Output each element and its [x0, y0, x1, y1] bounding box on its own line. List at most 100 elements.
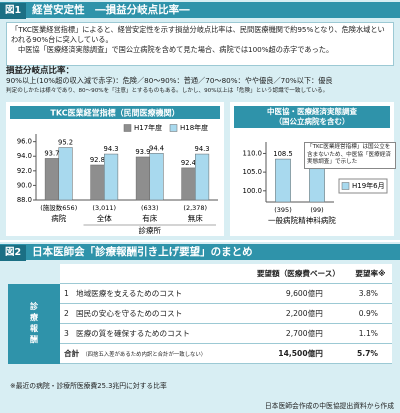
category-note: (施設数656) [40, 203, 77, 212]
amount-cell: 2,200億円 [248, 303, 349, 324]
category-note: (99) [310, 206, 323, 214]
bar [135, 156, 151, 201]
item-number: 3 [64, 329, 69, 338]
item-number: 2 [64, 309, 69, 318]
item-name: 地域医療を支えるためのコスト [76, 289, 183, 298]
legend-label: H17年度 [134, 123, 162, 132]
legend-label: H18年度 [180, 123, 208, 132]
chart-annotation: 「TKC医業経営指標」は国公立を含まないため、中医協「医療経済実態調査」で示した [304, 142, 396, 169]
legend-swatch [123, 124, 132, 132]
data-label: 94.4 [149, 144, 164, 152]
item-name: 国民の安心を守るためのコスト [76, 309, 183, 318]
total-row: 合計 （四捨五入差があるため内訳と合計が一致しない） 14,500億円 5.7% [8, 343, 392, 364]
legend-swatch [341, 182, 350, 190]
bar [104, 153, 119, 201]
y-tick-label: 105.0 [243, 168, 262, 176]
data-label: 94.3 [104, 145, 119, 153]
bar [181, 167, 196, 201]
bar [309, 168, 325, 203]
category-note: (395) [274, 206, 291, 214]
y-tick-label: 90.0 [17, 181, 32, 189]
rate-cell: 3.8% [348, 283, 392, 304]
y-tick-label: 94.0 [17, 152, 32, 160]
x-tick-label: 病院 [51, 213, 66, 223]
summary-text: 「TKC医業経営指標」によると、経営安定性を示す損益分岐点比率は、民間医療機関で… [11, 25, 385, 44]
legend-box [338, 178, 388, 194]
chart-title: 中医協・医療経済実態調査 [267, 106, 357, 116]
blank-cell [60, 264, 248, 284]
chart-chuikyo: 中医協・医療経済実態調査 （国公立病院を含む） 110.0 105.0 100.0 1… [230, 102, 394, 236]
x-tick-label: 一般病院 [268, 215, 298, 225]
bar [275, 158, 291, 203]
request-table: 要望額（医療費ベース） 要望率※ 診療報酬 1 地域医療を支えるためのコスト 9,600… [8, 264, 392, 364]
x-tick-label: 精神科病院 [298, 215, 336, 225]
bar [149, 153, 164, 201]
item-cell: 3 医療の質を確保するためのコスト [60, 323, 248, 344]
figure-title: 経営安定性 ―損益分岐点比率― [32, 4, 190, 16]
chart-tkc: TKC医業経営指標（民間医療機関） 96.0 94.0 92.0 90.0 88.0 93… [6, 102, 224, 236]
criteria-text: 90%以上(10%超の収入減で赤字)：危険／80～90%：普通／70～80%：や… [6, 76, 333, 85]
data-label: 94.3 [195, 145, 210, 153]
data-label: 95.2 [58, 138, 73, 146]
category-note: (633) [141, 204, 158, 212]
summary-box: 「TKC医業経営指標」によると、経営安定性を示す損益分岐点比率は、民間医療機関で… [6, 22, 394, 66]
amount-cell: 9,600億円 [248, 283, 349, 304]
footnote: ※最近の病院・診療所医療費25.3兆円に対する比率 [10, 382, 167, 390]
table-row: 3 医療の質を確保するためのコスト 2,700億円 1.1% [8, 323, 392, 344]
y-tick-label: 100.0 [243, 187, 262, 195]
total-label: 合計 [64, 349, 80, 358]
side-label: 診療報酬 [8, 283, 60, 364]
summary-text: 中医協「医療経済実態調査」で国公立病院を含めて見た場合、病院では100%超の赤字… [18, 45, 334, 54]
x-tick-label: 無床 [188, 213, 203, 223]
table-row: 2 国民の安心を守るためのコスト 2,200億円 0.9% [8, 303, 392, 324]
header-row: 要望額（医療費ベース） 要望率※ [8, 264, 392, 284]
data-label: 108.5 [273, 150, 292, 158]
column-header: 要望額（医療費ベース） [248, 264, 349, 284]
item-cell: 合計 （四捨五入差があるため内訳と合計が一致しない） [60, 343, 248, 364]
total-note: （四捨五入差があるため内訳と合計が一致しない） [82, 352, 207, 358]
bar [58, 147, 73, 201]
criteria: 損益分岐点比率： 90%以上(10%超の収入減で赤字)：危険／80～90%：普通… [6, 66, 394, 96]
figure-label: 図2 [0, 245, 27, 261]
item-cell: 1 地域医療を支えるためのコスト [60, 283, 248, 304]
source: 日本医師会作成の中医協提出資料から作成 [264, 402, 394, 410]
legend-label: H19年6月 [352, 181, 385, 190]
category-note: (2,378) [183, 204, 207, 212]
group-label: 診療所 [139, 225, 162, 235]
y-tick-label: 110.0 [243, 149, 262, 157]
item-cell: 2 国民の安心を守るためのコスト [60, 303, 248, 324]
data-label: 92.8 [90, 156, 105, 164]
legend-swatch [169, 124, 178, 132]
x-tick-label: 有床 [142, 213, 157, 223]
chart-title: TKC医業経営指標（民間医療機関） [50, 108, 179, 118]
chart-subtitle: （国公立病院を含む） [275, 116, 350, 126]
figure1-header: 図1 経営安定性 ―損益分岐点比率― [0, 2, 400, 19]
y-tick-label: 88.0 [17, 196, 32, 204]
figure-label: 図1 [0, 3, 27, 19]
x-tick-label: 全体 [97, 213, 112, 223]
amount-cell: 2,700億円 [248, 323, 349, 344]
y-tick-label: 96.0 [17, 138, 32, 146]
item-name: 医療の質を確保するためのコスト [76, 329, 190, 338]
figure2-header: 図2 日本医師会「診療報酬引き上げ要望」のまとめ [0, 244, 400, 261]
table-row: 診療報酬 1 地域医療を支えるためのコスト 9,600億円 3.8% [8, 283, 392, 364]
chart-title-bar [234, 106, 390, 128]
rate-cell: 0.9% [348, 303, 392, 324]
column-header: 要望率※ [348, 264, 392, 284]
amount-cell: 14,500億円 [248, 343, 349, 364]
chart-title-bar [10, 106, 220, 119]
y-tick-label: 92.0 [17, 167, 32, 175]
figure-title: 日本医師会「診療報酬引き上げ要望」のまとめ [32, 246, 253, 258]
bar [44, 158, 59, 201]
bar [90, 164, 105, 201]
corner [8, 264, 60, 284]
rate-cell: 5.7% [348, 343, 392, 364]
bar [195, 153, 210, 201]
rate-cell: 1.1% [348, 323, 392, 344]
category-note: (3,011) [92, 204, 116, 212]
item-number: 1 [64, 289, 69, 298]
data-label: 93.9 [135, 148, 150, 156]
data-label: 92.4 [181, 159, 196, 167]
